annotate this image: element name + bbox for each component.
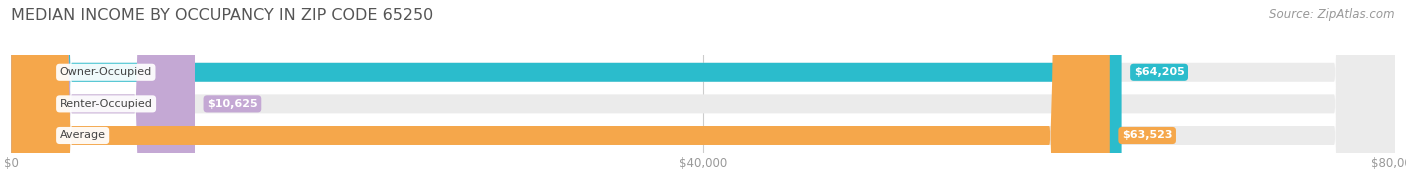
Text: $64,205: $64,205 <box>1133 67 1184 77</box>
FancyBboxPatch shape <box>11 0 1395 196</box>
Text: Owner-Occupied: Owner-Occupied <box>59 67 152 77</box>
FancyBboxPatch shape <box>11 0 1395 196</box>
Text: $63,523: $63,523 <box>1122 131 1173 141</box>
Text: $10,625: $10,625 <box>207 99 257 109</box>
Text: MEDIAN INCOME BY OCCUPANCY IN ZIP CODE 65250: MEDIAN INCOME BY OCCUPANCY IN ZIP CODE 6… <box>11 8 433 23</box>
Text: Renter-Occupied: Renter-Occupied <box>59 99 152 109</box>
Text: Average: Average <box>59 131 105 141</box>
FancyBboxPatch shape <box>11 0 1109 196</box>
FancyBboxPatch shape <box>11 0 195 196</box>
Text: Source: ZipAtlas.com: Source: ZipAtlas.com <box>1270 8 1395 21</box>
FancyBboxPatch shape <box>11 0 1122 196</box>
FancyBboxPatch shape <box>11 0 1395 196</box>
